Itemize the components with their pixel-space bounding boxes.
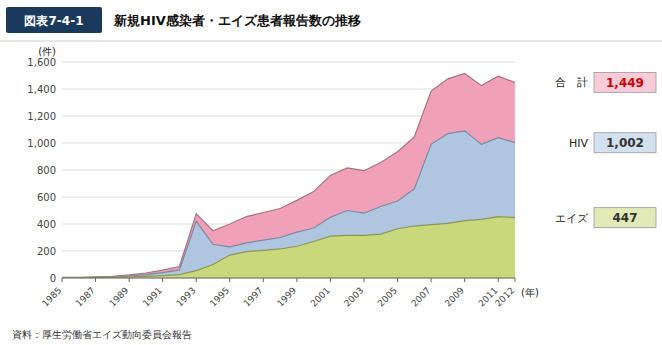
y-axis: 0 200 400 600 800 1,000 1,200 1,400 1,600 bbox=[27, 57, 56, 284]
legend-box bbox=[594, 208, 656, 228]
x-tick-label: 2007 bbox=[409, 285, 432, 308]
y-tick-label: 800 bbox=[37, 165, 56, 176]
y-tick-label: 1,600 bbox=[27, 57, 56, 68]
x-tick-label: 1989 bbox=[107, 285, 130, 308]
title: 新規HIV感染者・エイズ患者報告数の推移 bbox=[113, 13, 361, 28]
legend-label: HIV bbox=[569, 137, 589, 150]
end-value-label: 1,449 bbox=[606, 76, 644, 90]
area-line bbox=[62, 73, 515, 277]
x-tick bbox=[431, 278, 432, 282]
x-tick-label: 2003 bbox=[342, 285, 365, 308]
legend-label: エイズ bbox=[555, 212, 589, 225]
area-line bbox=[62, 217, 515, 278]
chart-container: 図表7-4-1 新規HIV感染者・エイズ患者報告数の推移 0 200 400 600 800… bbox=[0, 0, 662, 345]
grid bbox=[62, 62, 515, 278]
x-tick-label: 2009 bbox=[443, 285, 466, 308]
x-tick-label: 1997 bbox=[241, 285, 264, 308]
x-tick bbox=[95, 278, 96, 282]
legend: 合 計 1,449 HIV 1,002 エイズ 447 bbox=[555, 72, 656, 227]
figure-label: 図表7-4-1 bbox=[24, 14, 83, 28]
x-tick-label: 1985 bbox=[40, 285, 63, 308]
header-separator bbox=[0, 41, 662, 42]
y-tick-label: 400 bbox=[37, 219, 56, 230]
x-tick-label: 2005 bbox=[376, 285, 399, 308]
y-tick-label: 1,400 bbox=[27, 84, 56, 95]
x-axis: 1985 1987 1989 1991 1993 1995 1997 1999 2001 2003… bbox=[40, 278, 516, 309]
x-axis-line bbox=[62, 278, 515, 279]
x-tick bbox=[464, 278, 465, 282]
x-tick bbox=[129, 278, 130, 282]
legend-box bbox=[594, 133, 656, 153]
area bbox=[62, 73, 515, 278]
end-value-label: 447 bbox=[612, 211, 637, 225]
y-tick-label: 1,000 bbox=[27, 138, 56, 149]
x-tick-label: 1999 bbox=[275, 285, 298, 308]
x-tick-label: 1991 bbox=[141, 285, 164, 308]
x-tick bbox=[515, 278, 516, 282]
figure-label-box bbox=[6, 7, 102, 33]
plot-area bbox=[62, 73, 515, 278]
grid-line bbox=[62, 278, 515, 279]
x-tick bbox=[229, 278, 230, 282]
legend-label: 合 計 bbox=[555, 76, 588, 89]
end-value-label: 1,002 bbox=[606, 136, 644, 150]
x-tick bbox=[162, 278, 163, 282]
x-tick bbox=[397, 278, 398, 282]
x-tick bbox=[330, 278, 331, 282]
x-tick bbox=[498, 278, 499, 282]
area bbox=[62, 131, 515, 278]
chart-svg: 図表7-4-1 新規HIV感染者・エイズ患者報告数の推移 0 200 400 600 800… bbox=[0, 0, 662, 345]
area-line bbox=[62, 131, 515, 278]
y-axis-label: (件) bbox=[38, 46, 56, 57]
y-tick-label: 0 bbox=[50, 273, 56, 284]
area bbox=[62, 217, 515, 278]
x-tick bbox=[364, 278, 365, 282]
x-tick-label: 1987 bbox=[74, 285, 97, 308]
source-note: 資料：厚生労働省エイズ動向委員会報告 bbox=[12, 329, 192, 340]
x-tick bbox=[263, 278, 264, 282]
y-tick-label: 600 bbox=[37, 192, 56, 203]
y-tick-label: 1,200 bbox=[27, 111, 56, 122]
x-tick bbox=[196, 278, 197, 282]
x-tick bbox=[62, 278, 63, 282]
x-tick bbox=[296, 278, 297, 282]
grid-line bbox=[62, 62, 515, 63]
legend-box bbox=[594, 72, 656, 92]
x-tick-label: 1995 bbox=[208, 285, 231, 308]
x-axis-label: (年) bbox=[521, 287, 539, 298]
x-tick-label: 2012 bbox=[493, 285, 516, 308]
x-tick-label: 2001 bbox=[309, 285, 332, 308]
x-tick-label: 1993 bbox=[174, 285, 197, 308]
y-tick-label: 200 bbox=[37, 246, 56, 257]
